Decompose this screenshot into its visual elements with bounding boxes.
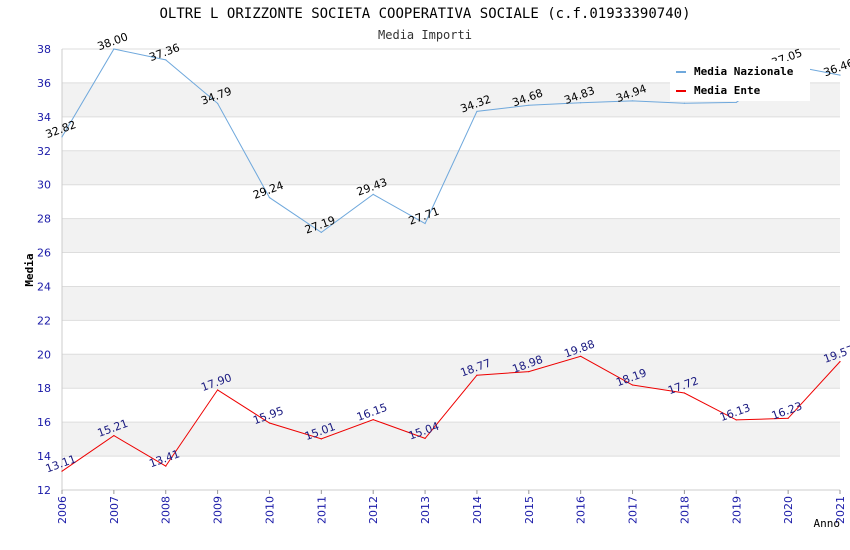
data-point (424, 437, 426, 440)
y-tick-label: 16 (37, 416, 51, 429)
y-tick-label: 36 (37, 77, 51, 90)
x-tick-label: 2020 (782, 496, 795, 524)
y-tick-label: 22 (37, 314, 51, 327)
series-line (61, 48, 841, 234)
plot-band (62, 320, 840, 355)
y-tick-label: 14 (37, 450, 51, 463)
plot-band (62, 354, 840, 389)
data-point (735, 419, 737, 421)
plot-band (62, 422, 840, 457)
data-point (61, 136, 63, 138)
x-tick-label: 2015 (523, 496, 536, 524)
x-tick-label: 2012 (367, 496, 380, 524)
legend-label: Media Ente (694, 84, 761, 97)
y-tick-label: 26 (37, 247, 51, 260)
y-tick-label: 24 (37, 280, 51, 293)
data-point (217, 102, 219, 105)
data-point (268, 196, 271, 199)
x-axis-label: Anno (814, 517, 841, 530)
x-tick-label: 2008 (160, 496, 173, 524)
data-point (61, 470, 63, 472)
plot-band (62, 184, 840, 219)
data-point (165, 465, 167, 467)
data-point (217, 389, 219, 391)
data-point (320, 438, 322, 440)
x-tick-label: 2019 (730, 496, 743, 524)
chart-title: OLTRE L ORIZZONTE SOCIETA COOPERATIVA SO… (159, 6, 690, 22)
x-axis: 2006 2007 2008 2009 2010 2011 2012 2013 2014 2015… (56, 490, 847, 524)
plot-band (62, 388, 840, 423)
x-tick-label: 2006 (56, 496, 69, 524)
x-tick-label: 2021 (834, 496, 847, 524)
x-tick-label: 2007 (108, 496, 121, 524)
y-tick-label: 34 (37, 111, 51, 124)
data-point (372, 193, 374, 195)
legend-box (670, 61, 810, 101)
data-point (787, 417, 789, 419)
data-point (113, 434, 115, 437)
y-axis-label: Media (23, 253, 36, 286)
y-tick-label: 30 (37, 179, 51, 192)
y-tick-label: 28 (37, 213, 51, 226)
data-point (476, 110, 478, 113)
y-tick-label: 32 (37, 145, 51, 158)
plot-band (62, 286, 840, 321)
plot-band (62, 456, 840, 490)
series-line (61, 355, 841, 472)
data-point (476, 374, 478, 376)
data-point (113, 48, 115, 50)
legend-label: Media Nazionale (694, 65, 794, 78)
data-point (165, 59, 167, 61)
data-point (631, 384, 634, 386)
y-tick-label: 18 (37, 382, 51, 395)
y-axis: 12 14 16 18 20 22 24 26 28 30 32 34 36 38 (37, 43, 51, 497)
x-tick-label: 2014 (471, 496, 484, 524)
data-point (735, 101, 737, 104)
chart-subtitle: Media Importi (378, 28, 472, 42)
data-point (320, 231, 322, 233)
data-point (528, 371, 530, 373)
x-tick-label: 2017 (627, 496, 640, 524)
y-tick-label: 12 (37, 484, 51, 497)
x-tick-label: 2011 (315, 496, 328, 524)
plot-band (62, 116, 840, 151)
data-point (839, 74, 841, 76)
data-point (268, 422, 271, 424)
plot-background (61, 48, 840, 491)
y-tick-label: 20 (37, 348, 51, 361)
x-tick-label: 2010 (263, 496, 276, 524)
legend: Media Nazionale Media Ente (670, 61, 810, 101)
data-point (839, 361, 841, 363)
data-point (683, 392, 686, 394)
y-tick-label: 38 (37, 43, 51, 56)
plot-band (62, 252, 840, 287)
data-point (683, 102, 686, 104)
x-tick-label: 2013 (419, 496, 432, 524)
x-tick-label: 2016 (575, 496, 588, 524)
data-point (528, 104, 530, 106)
data-point (631, 100, 634, 102)
data-point (580, 102, 582, 104)
plot-band (62, 218, 840, 253)
data-point (580, 355, 582, 357)
x-tick-label: 2018 (678, 496, 691, 524)
x-tick-label: 2009 (212, 496, 225, 524)
data-point (424, 222, 426, 225)
data-point (372, 419, 374, 421)
